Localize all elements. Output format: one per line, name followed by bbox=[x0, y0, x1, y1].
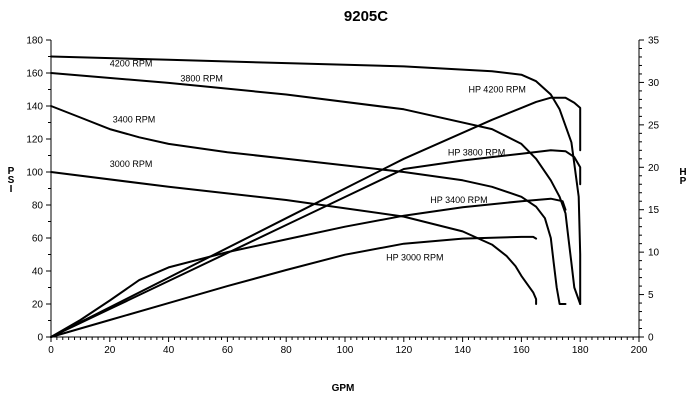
y-tick-label: 60 bbox=[32, 234, 44, 245]
y-tick-label: 180 bbox=[26, 36, 43, 47]
series-label: HP 3000 RPM bbox=[386, 253, 443, 263]
y-tick-label: 160 bbox=[26, 69, 43, 80]
y-tick-label: 0 bbox=[37, 333, 43, 344]
y-tick-label: 80 bbox=[32, 201, 44, 212]
chart-title: 9205C bbox=[344, 8, 388, 25]
series-line-3000-rpm bbox=[50, 171, 538, 305]
x-tick-label: 160 bbox=[513, 345, 530, 356]
x-tick-label: 60 bbox=[222, 345, 234, 356]
series-label: HP 4200 RPM bbox=[468, 85, 525, 95]
y-axis-title: PSI bbox=[8, 166, 15, 195]
y2-tick-label: 20 bbox=[648, 163, 660, 174]
y2-axis-title: HP bbox=[679, 167, 686, 187]
y-tick-label: 100 bbox=[26, 168, 43, 179]
x-tick-label: 0 bbox=[48, 345, 54, 356]
y2-tick-label: 5 bbox=[648, 290, 654, 301]
axes: 0 20 40 60 80 100 120 140 160 180 2000204060801001… bbox=[26, 36, 659, 357]
x-tick-label: 20 bbox=[104, 345, 116, 356]
axis-title-letter: P bbox=[680, 176, 687, 187]
series-line-hp-4200-rpm bbox=[50, 96, 582, 338]
x-tick-label: 100 bbox=[337, 345, 354, 356]
x-tick-label: 140 bbox=[454, 345, 471, 356]
series-labels: 4200 RPM 3800 RPM 3400 RPM 3000 RPM HP 4200 … bbox=[110, 58, 526, 262]
series-line-3800-rpm bbox=[50, 72, 582, 305]
axis-title-letter: I bbox=[10, 184, 13, 195]
series-line-4200-rpm bbox=[50, 55, 582, 305]
x-tick-label: 180 bbox=[572, 345, 589, 356]
series-label: 3000 RPM bbox=[110, 159, 153, 169]
y-tick-label: 40 bbox=[32, 267, 44, 278]
y-tick-label: 120 bbox=[26, 135, 43, 146]
curves bbox=[50, 55, 582, 338]
y2-tick-label: 10 bbox=[648, 248, 660, 259]
y2-tick-label: 35 bbox=[648, 36, 660, 47]
series-line-hp-3800-rpm bbox=[50, 149, 582, 338]
axis-title-letter: H bbox=[679, 167, 686, 178]
series-label: 3800 RPM bbox=[180, 73, 223, 83]
series-line-hp-3400-rpm bbox=[50, 197, 567, 338]
series-label: 3400 RPM bbox=[113, 115, 156, 125]
series-label: HP 3400 RPM bbox=[430, 195, 487, 205]
x-tick-label: 80 bbox=[281, 345, 293, 356]
y2-tick-label: 15 bbox=[648, 205, 660, 216]
axis-title-letter: P bbox=[8, 166, 15, 177]
y-tick-label: 140 bbox=[26, 102, 43, 113]
y2-tick-label: 30 bbox=[648, 78, 660, 89]
series-label: 4200 RPM bbox=[110, 58, 153, 68]
series-line-hp-3000-rpm bbox=[50, 235, 538, 338]
series-line-3400-rpm bbox=[50, 105, 567, 305]
x-tick-label: 200 bbox=[631, 345, 648, 356]
axis-title-letter: S bbox=[8, 175, 15, 186]
y-tick-label: 20 bbox=[32, 300, 44, 311]
x-tick-label: 40 bbox=[163, 345, 175, 356]
y2-tick-label: 25 bbox=[648, 120, 660, 131]
x-axis-title: GPM bbox=[332, 383, 355, 394]
x-tick-label: 120 bbox=[395, 345, 412, 356]
y2-tick-label: 0 bbox=[648, 333, 654, 344]
series-label: HP 3800 RPM bbox=[448, 147, 505, 157]
